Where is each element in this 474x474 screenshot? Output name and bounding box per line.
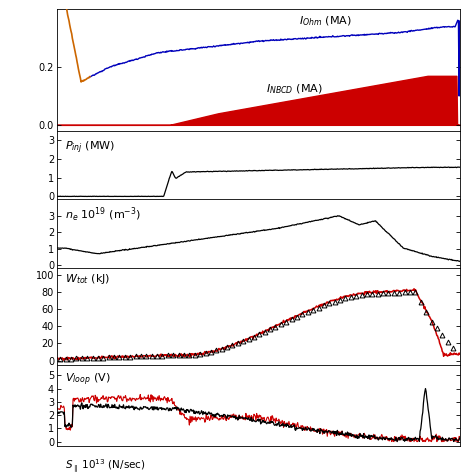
Text: $I_{Ohm}$ (MA): $I_{Ohm}$ (MA) xyxy=(299,14,351,28)
Text: $P_{inj}$ (MW): $P_{inj}$ (MW) xyxy=(65,139,115,155)
Text: $I_{NBCD}$ (MA): $I_{NBCD}$ (MA) xyxy=(266,82,323,96)
Text: $n_e$ $10^{19}$ (m$^{-3}$): $n_e$ $10^{19}$ (m$^{-3}$) xyxy=(65,205,141,224)
Text: $V_{loop}$ (V): $V_{loop}$ (V) xyxy=(65,372,110,388)
Text: $W_{tot}$ (kJ): $W_{tot}$ (kJ) xyxy=(65,273,110,286)
Text: $S_{\parallel}$ $10^{13}$ (N/sec): $S_{\parallel}$ $10^{13}$ (N/sec) xyxy=(65,457,146,474)
